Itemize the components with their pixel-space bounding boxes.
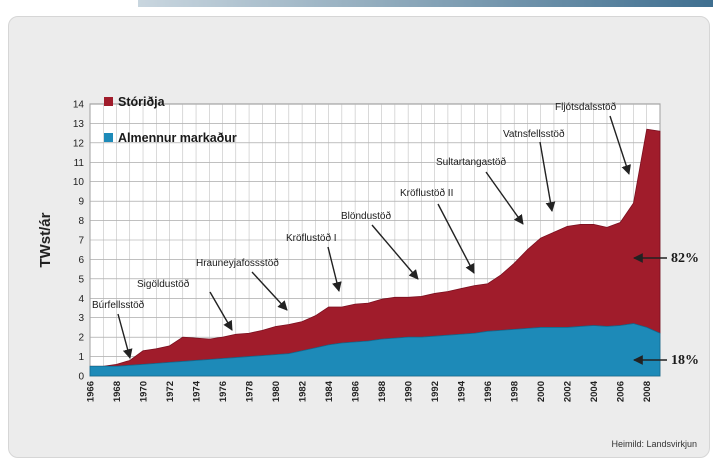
y-tick-label: 2 [78, 333, 84, 344]
annotation-label: Kröflustöð II [400, 187, 453, 199]
annotation-arrow [117, 313, 133, 359]
y-tick-label: 7 [78, 236, 84, 247]
share-label: 82% [671, 251, 699, 266]
x-tick-label: 2008 [642, 381, 653, 402]
header-banner [138, 0, 713, 7]
x-tick-label: 1998 [510, 381, 521, 402]
x-tick-label: 2004 [589, 380, 600, 402]
y-tick-label: 4 [78, 294, 84, 305]
y-tick-label: 3 [78, 313, 84, 324]
annotation-arrow [251, 271, 288, 311]
y-tick-label: 9 [78, 197, 84, 208]
annotation-label: Vatnsfellsstöð [503, 128, 565, 140]
y-tick-label: 5 [78, 274, 84, 285]
annotation-label: Kröflustöð I [286, 232, 337, 244]
annotation-arrow [485, 171, 524, 225]
legend-swatch [104, 97, 113, 106]
annotation-label: Blöndustöð [341, 210, 391, 222]
y-tick-label: 1 [78, 352, 84, 363]
y-tick-label: 8 [78, 216, 84, 227]
x-tick-label: 1980 [271, 381, 282, 402]
annotation-arrow [209, 291, 233, 331]
x-tick-label: 2006 [616, 381, 627, 402]
y-tick-label: 11 [74, 158, 85, 169]
y-tick-label: 12 [73, 138, 85, 149]
annotation-label: Hrauneyjafossstöð [196, 257, 279, 269]
y-tick-label: 14 [73, 100, 85, 111]
annotation-label: Búrfellsstöð [92, 299, 145, 311]
annotation-arrow [539, 141, 556, 212]
annotation-label: Fljótsdalsstöð [555, 101, 617, 113]
x-tick-label: 2002 [563, 381, 574, 402]
share-label: 18% [671, 353, 699, 368]
x-tick-label: 1968 [112, 381, 123, 402]
x-tick-label: 1972 [165, 381, 176, 402]
y-tick-label: 0 [78, 372, 84, 383]
x-tick-label: 1994 [457, 380, 468, 402]
annotation-label: Sigöldustöð [137, 278, 190, 290]
x-tick-label: 1986 [351, 381, 362, 402]
source-note: Heimild: Landsvirkjun [611, 439, 697, 449]
x-tick-label: 1974 [192, 380, 203, 402]
legend-label: Stóriðja [118, 95, 166, 109]
x-tick-label: 1996 [483, 381, 494, 402]
x-tick-label: 1970 [139, 381, 150, 402]
x-tick-label: 1978 [245, 381, 256, 402]
annotation-arrow [327, 246, 342, 292]
legend-swatch [104, 133, 113, 142]
legend-label: Almennur markaður [118, 131, 237, 145]
annotation-arrow [437, 203, 475, 274]
annotation-arrow [371, 224, 419, 280]
x-tick-label: 1966 [86, 381, 97, 402]
x-tick-label: 2000 [536, 381, 547, 402]
y-tick-label: 10 [73, 177, 85, 188]
x-tick-label: 1988 [377, 381, 388, 402]
x-tick-label: 1984 [324, 380, 335, 402]
y-tick-label: 6 [78, 255, 84, 266]
y-tick-label: 13 [73, 119, 85, 130]
series-area-almennur [89, 323, 661, 377]
x-tick-label: 1990 [404, 381, 415, 402]
annotation-arrow [609, 115, 631, 175]
x-tick-label: 1982 [298, 381, 309, 402]
x-tick-label: 1992 [430, 381, 441, 402]
x-tick-label: 1976 [218, 381, 229, 402]
y-axis-label: TWst/ár [37, 212, 54, 267]
annotation-label: Sultartangastöð [436, 156, 506, 168]
